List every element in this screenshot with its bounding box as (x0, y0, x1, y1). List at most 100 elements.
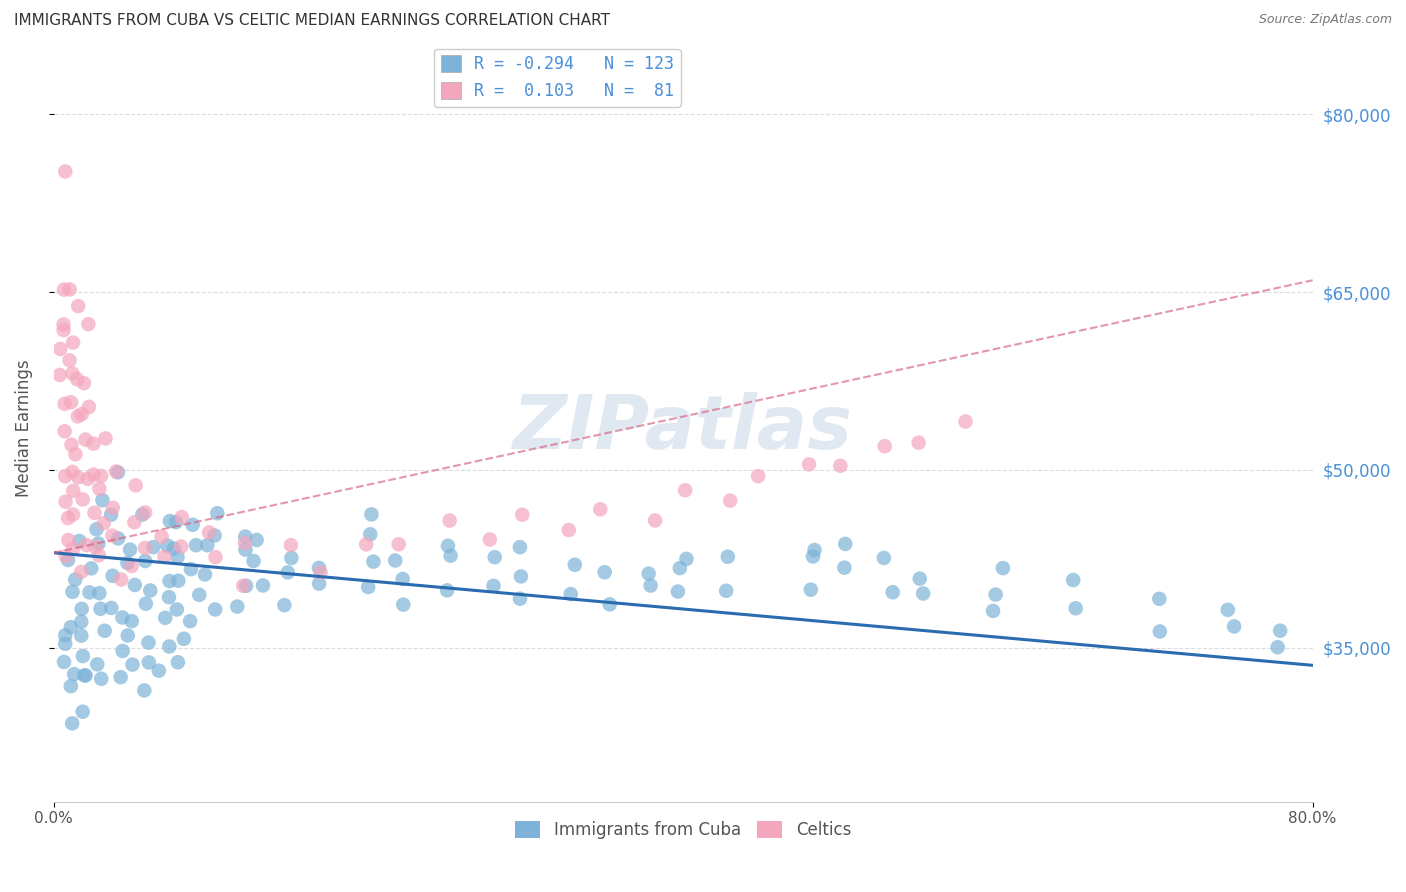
Point (94, 431, 117, 445)
Point (52, 323, 75, 337)
Text: ZIPatlas: ZIPatlas (513, 392, 853, 465)
Point (60, 716, 83, 731)
Point (55, 549, 77, 564)
Point (62, 584, 84, 599)
Point (1267, 640, 1289, 655)
Point (101, 568, 124, 582)
Point (173, 632, 195, 646)
Y-axis label: Median Earnings: Median Earnings (15, 359, 32, 497)
Point (436, 583, 458, 598)
Point (235, 542, 257, 557)
Point (984, 588, 1007, 602)
Point (437, 539, 460, 553)
Point (717, 549, 740, 564)
Point (363, 555, 385, 569)
Point (59, 679, 82, 693)
Point (53, 469, 76, 483)
Point (908, 572, 931, 586)
Point (233, 530, 256, 544)
Point (637, 566, 659, 581)
Point (181, 517, 204, 532)
Point (63, 667, 86, 681)
Point (53, 164, 76, 178)
Point (134, 506, 156, 520)
Point (101, 500, 124, 515)
Point (66, 409, 89, 424)
Point (59, 620, 82, 634)
Point (117, 628, 139, 642)
Point (70, 602, 93, 616)
Point (167, 574, 190, 588)
Point (87, 536, 110, 550)
Point (232, 579, 254, 593)
Point (308, 561, 330, 575)
Point (834, 560, 856, 574)
Point (198, 525, 221, 540)
Point (170, 510, 193, 524)
Point (593, 566, 616, 580)
Point (75, 668, 97, 682)
Point (77, 317, 100, 331)
Point (242, 554, 264, 568)
Point (62, 335, 84, 350)
Point (65, 447, 87, 461)
Point (1062, 573, 1084, 587)
Point (558, 523, 581, 537)
Point (72, 648, 94, 663)
Point (907, 435, 929, 450)
Point (60, 438, 83, 452)
Point (981, 604, 1004, 618)
Point (509, 591, 531, 606)
Point (157, 590, 180, 604)
Point (157, 640, 180, 654)
Point (73, 376, 96, 391)
Legend: Immigrants from Cuba, Celtics: Immigrants from Cuba, Celtics (509, 814, 858, 846)
Point (65, 573, 87, 587)
Point (309, 566, 332, 580)
Point (560, 587, 582, 601)
Point (179, 614, 201, 628)
Point (359, 527, 381, 541)
Point (110, 573, 132, 587)
Point (134, 541, 156, 555)
Point (72, 705, 94, 719)
Point (135, 597, 157, 611)
Point (991, 561, 1014, 575)
Point (101, 529, 124, 543)
Point (72, 492, 94, 507)
Point (666, 584, 689, 599)
Point (117, 556, 139, 570)
Point (159, 514, 181, 528)
Point (188, 588, 211, 602)
Point (277, 566, 299, 580)
Point (510, 508, 533, 522)
Point (139, 583, 162, 598)
Point (640, 578, 662, 592)
Point (138, 635, 160, 649)
Point (86, 522, 108, 536)
Point (235, 579, 257, 593)
Point (77, 400, 100, 414)
Point (308, 576, 330, 591)
Point (121, 614, 143, 628)
Point (1149, 591, 1171, 606)
Point (58, 533, 80, 547)
Point (510, 569, 533, 583)
Point (107, 466, 129, 480)
Point (714, 583, 737, 598)
Point (280, 551, 302, 566)
Point (59, 395, 82, 409)
Point (150, 530, 173, 544)
Point (83, 467, 105, 482)
Point (204, 550, 226, 565)
Point (73, 668, 96, 682)
Point (75, 433, 97, 447)
Point (60, 367, 83, 381)
Point (797, 458, 820, 472)
Point (226, 599, 249, 614)
Point (912, 586, 935, 600)
Point (873, 550, 896, 565)
Point (834, 537, 856, 551)
Point (70, 615, 93, 629)
Point (384, 553, 406, 567)
